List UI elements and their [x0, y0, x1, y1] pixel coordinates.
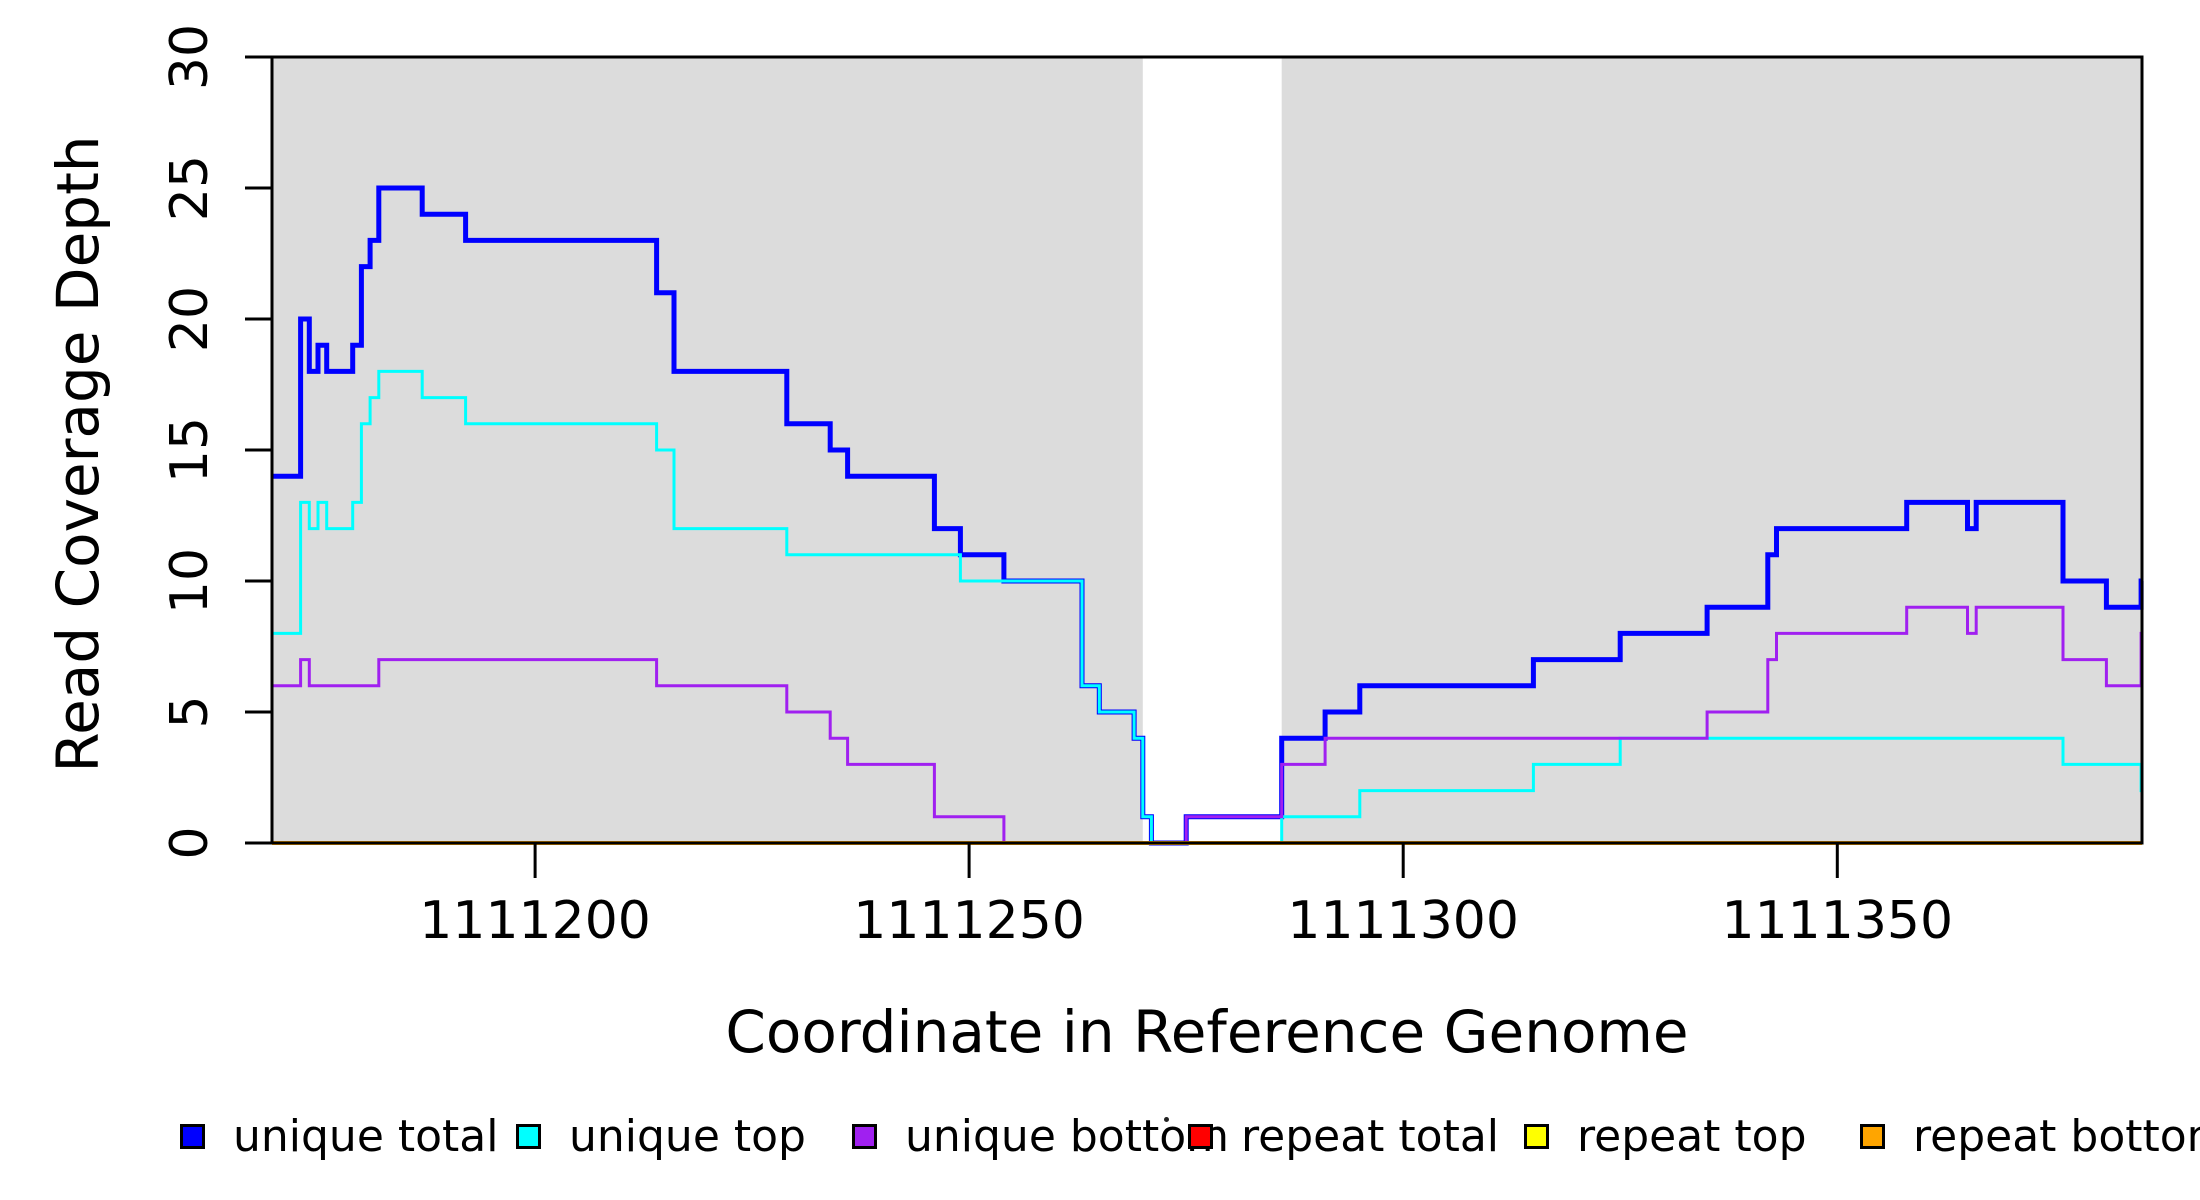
y-axis-tick-label: 15 — [160, 417, 220, 483]
legend-item-unique-bottom: unique bottom — [852, 1111, 1229, 1162]
shaded-coverage-band — [1281, 57, 2142, 843]
y-axis-title: Read Coverage Depth — [44, 135, 112, 773]
legend-swatch-repeat-total — [1188, 1123, 1213, 1149]
y-axis-tick-label: 10 — [160, 548, 220, 614]
x-axis-tick-label: 1111350 — [1722, 891, 1954, 951]
legend-item-unique-total: unique total — [180, 1111, 498, 1162]
x-axis-tick-label: 1111250 — [853, 891, 1085, 951]
legend-label: unique top — [569, 1110, 806, 1162]
shaded-coverage-band — [272, 57, 1143, 843]
legend-swatch-repeat-top — [1524, 1123, 1549, 1149]
x-axis-title: Coordinate in Reference Genome — [725, 998, 1689, 1066]
y-axis-tick-label: 25 — [160, 155, 220, 221]
legend-item-unique-top: unique top — [516, 1111, 806, 1162]
y-axis-tick-label: 20 — [160, 286, 220, 352]
x-axis-tick-label: 1111300 — [1287, 891, 1519, 951]
legend-swatch-unique-total — [180, 1123, 205, 1149]
legend-swatch-unique-bottom — [852, 1123, 877, 1149]
y-axis-tick-label: 0 — [160, 826, 220, 859]
y-axis-tick-label: 30 — [160, 24, 220, 90]
y-axis-tick-label: 5 — [160, 695, 220, 728]
legend-label: repeat total — [1241, 1110, 1500, 1162]
legend-label: repeat bottom — [1913, 1110, 2200, 1162]
legend-label: unique total — [233, 1110, 499, 1162]
legend-item-repeat-top: repeat top — [1524, 1111, 1807, 1162]
legend-item-repeat-total: repeat total — [1188, 1111, 1499, 1162]
series-unique-bottom — [272, 605, 2143, 845]
legend-label: unique bottom — [905, 1110, 1230, 1162]
legend-label: repeat top — [1577, 1110, 1807, 1162]
stray-dot-mark — [1164, 1117, 1169, 1122]
series-unique-top — [272, 369, 2143, 845]
legend-swatch-repeat-bottom — [1860, 1123, 1885, 1149]
x-axis-tick-label: 1111200 — [419, 891, 651, 951]
legend-item-repeat-bottom: repeat bottom — [1860, 1111, 2200, 1162]
legend-swatch-unique-top — [516, 1123, 541, 1149]
